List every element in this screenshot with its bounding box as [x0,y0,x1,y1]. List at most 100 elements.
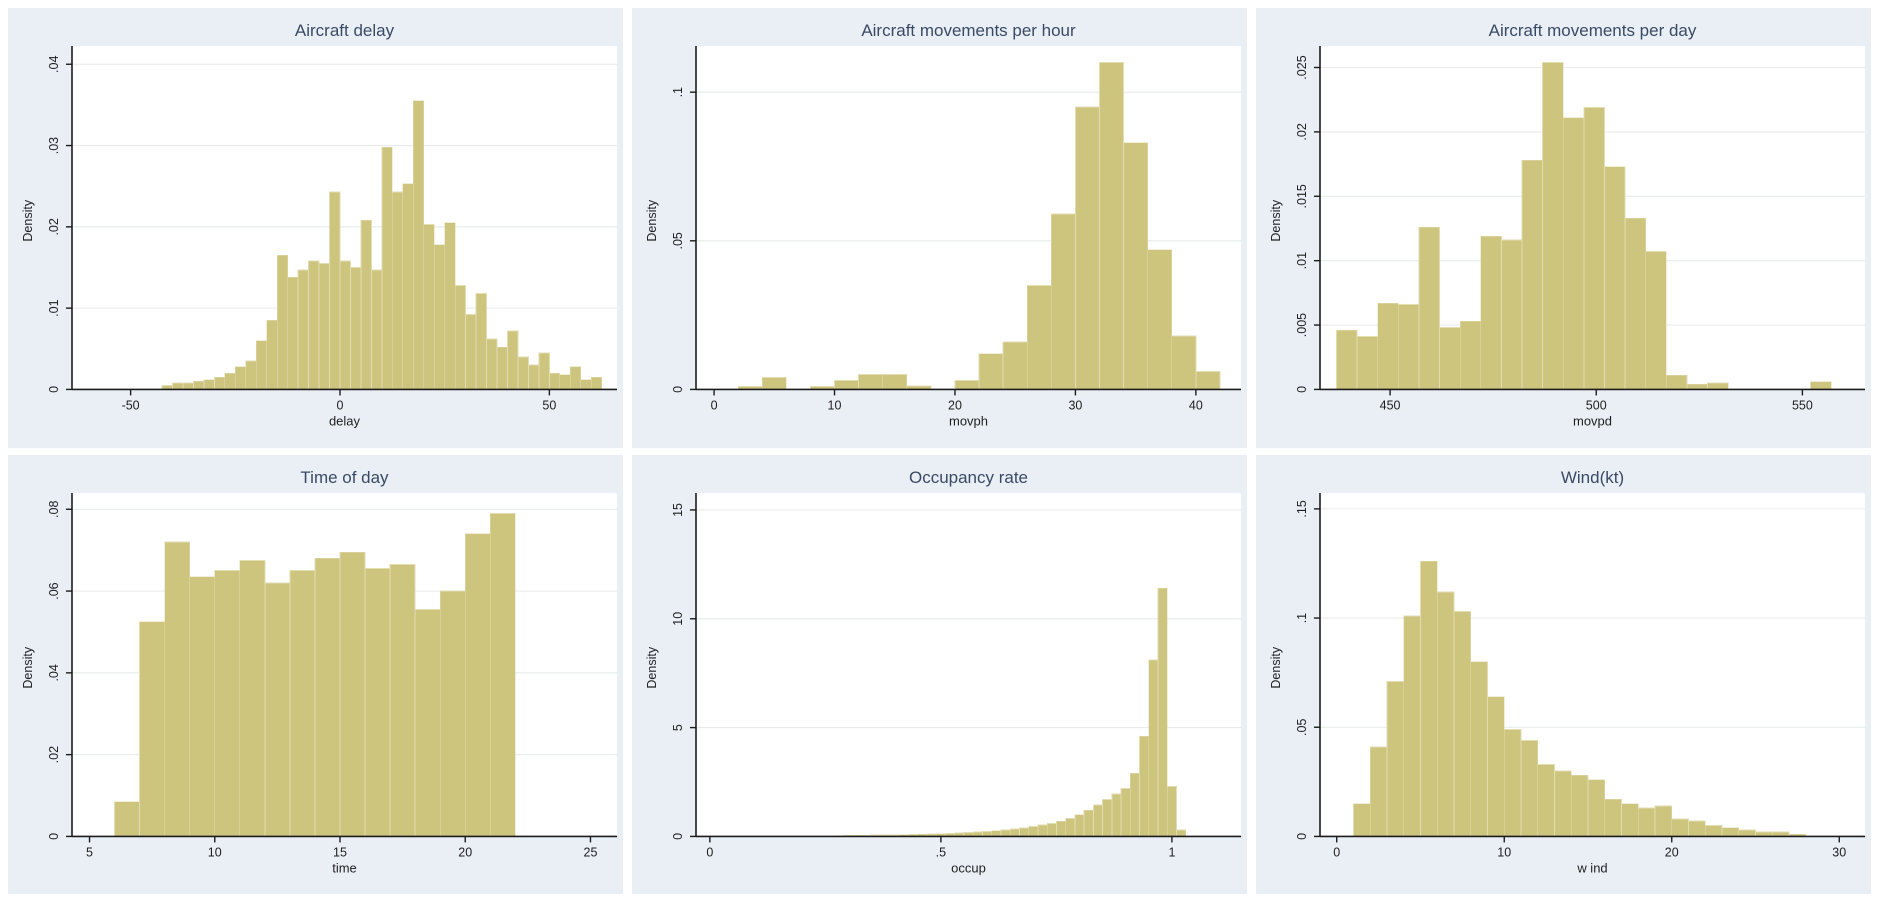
histogram-bar [423,223,435,390]
histogram-bar [1604,166,1626,390]
histogram-bar [1665,374,1688,390]
y-axis-label: Density [1269,646,1283,688]
x-axis-label: movph [949,413,988,428]
y-tick-label: .04 [47,664,61,681]
histogram-bar [329,191,341,390]
chart-aircraft-movements-per-hour: 0 .05 .1 0 10 20 30 40 movph Density Aircraft move… [645,21,1241,428]
chart-title: Aircraft movements per hour [861,21,1076,40]
histogram-bar [1621,802,1639,837]
histogram-bar [489,512,516,837]
x-tick-label: 20 [458,845,472,859]
x-tick-label: 15 [333,845,347,859]
y-tick-label: 0 [1295,832,1309,839]
histogram-bar [1654,804,1673,837]
y-tick-label: 0 [671,832,685,839]
histogram-bar [234,366,247,390]
histogram-bar [114,800,141,837]
histogram-bar [1028,825,1039,837]
histogram-bar [1503,728,1522,837]
histogram-bar [1171,335,1197,390]
y-tick-label: .08 [47,500,61,517]
y-axis-label: Density [1269,199,1283,241]
y-tick-label: .02 [1295,123,1309,140]
x-axis-label: time [332,860,357,875]
histogram-bar [189,575,216,837]
histogram-bar [182,382,194,390]
histogram-bar [1397,304,1420,390]
y-tick-label: 0 [1295,386,1309,393]
histogram-bar [439,590,466,837]
x-tick-label: 50 [542,398,556,412]
y-axis-label: Density [21,199,35,241]
histogram-bar [1520,739,1539,837]
histogram-bar [1537,763,1555,837]
y-tick-label: .04 [47,56,61,73]
x-tick-label: 500 [1586,398,1607,412]
histogram-bar [1671,818,1689,837]
histogram-bar [548,372,561,390]
histogram-bar [239,559,266,837]
histogram-bar [1157,587,1168,837]
histogram-bar [1037,824,1048,837]
y-tick-label: .15 [1295,500,1309,517]
histogram-bar [1092,803,1104,837]
histogram-bar [266,319,278,390]
histogram-bar [1587,778,1606,837]
histogram-bar [287,276,299,390]
histogram-bar [276,254,289,390]
histogram-bar [264,581,291,837]
histogram-bar [350,267,362,390]
histogram-bar [1480,235,1502,390]
histogram-bar [882,374,908,390]
histogram-bar [496,346,508,390]
histogram-bar [364,567,391,837]
histogram-bar [1083,809,1094,837]
chart-title: Occupancy rate [909,468,1028,487]
histogram-bar [203,379,215,390]
histogram-bar [1707,382,1729,390]
histogram-bar [224,372,236,390]
chart-aircraft-delay: 0 .01 .02 .03 .04 -50 0 50 delay Density Aircraft … [21,21,617,428]
histogram-bar [834,380,860,390]
histogram-bar [391,191,404,390]
histogram-bar [360,219,372,390]
x-tick-label: 5 [86,845,93,859]
y-tick-label: 0 [47,386,61,393]
chart-aircraft-movements-per-day: 0 .005 .01 .015 .02 .025 450 500 550 movpd Density… [1269,21,1865,428]
histogram-bar [1065,817,1076,837]
histogram-bar [1604,798,1622,837]
histogram-bar [1453,610,1472,837]
histogram-bar [1074,813,1085,837]
histogram-bar [1562,117,1585,390]
histogram-bar [1470,660,1488,837]
y-tick-label: .01 [1295,252,1309,269]
y-tick-label: 0 [47,832,61,839]
histogram-bar [580,379,592,390]
histogram-bar [245,360,257,390]
histogram-bar [1176,829,1187,837]
histogram-bar [1026,284,1052,390]
histogram-bar [1166,785,1177,837]
histogram-bar [318,263,330,390]
histogram-bar [213,376,226,390]
x-tick-label: 1 [1168,845,1175,859]
histogram-bar [1688,820,1706,837]
histogram-bar [1436,590,1455,837]
histogram-bar [569,366,582,390]
y-tick-label: .015 [1295,184,1309,208]
histogram-bar [1046,822,1057,837]
y-tick-label: .06 [47,582,61,599]
histogram-bar [339,551,366,837]
histogram-bar [475,293,487,390]
x-axis-label: delay [329,413,361,428]
histogram-bar [858,374,884,390]
histogram-bar [1377,302,1399,390]
histogram-bar [1386,680,1405,837]
y-tick-label: 5 [671,724,685,731]
x-tick-label: 450 [1380,398,1401,412]
histogram-bar [389,563,416,837]
chart-panel-aircraft-movements-per-day: 0 .005 .01 .015 .02 .025 450 500 550 movpd Density… [1256,8,1871,448]
y-tick-label: .1 [671,87,685,97]
histogram-bar [381,146,393,390]
chart-panel-aircraft-movements-per-hour: 0 .05 .1 0 10 20 30 40 movph Density Aircraft move… [632,8,1247,448]
